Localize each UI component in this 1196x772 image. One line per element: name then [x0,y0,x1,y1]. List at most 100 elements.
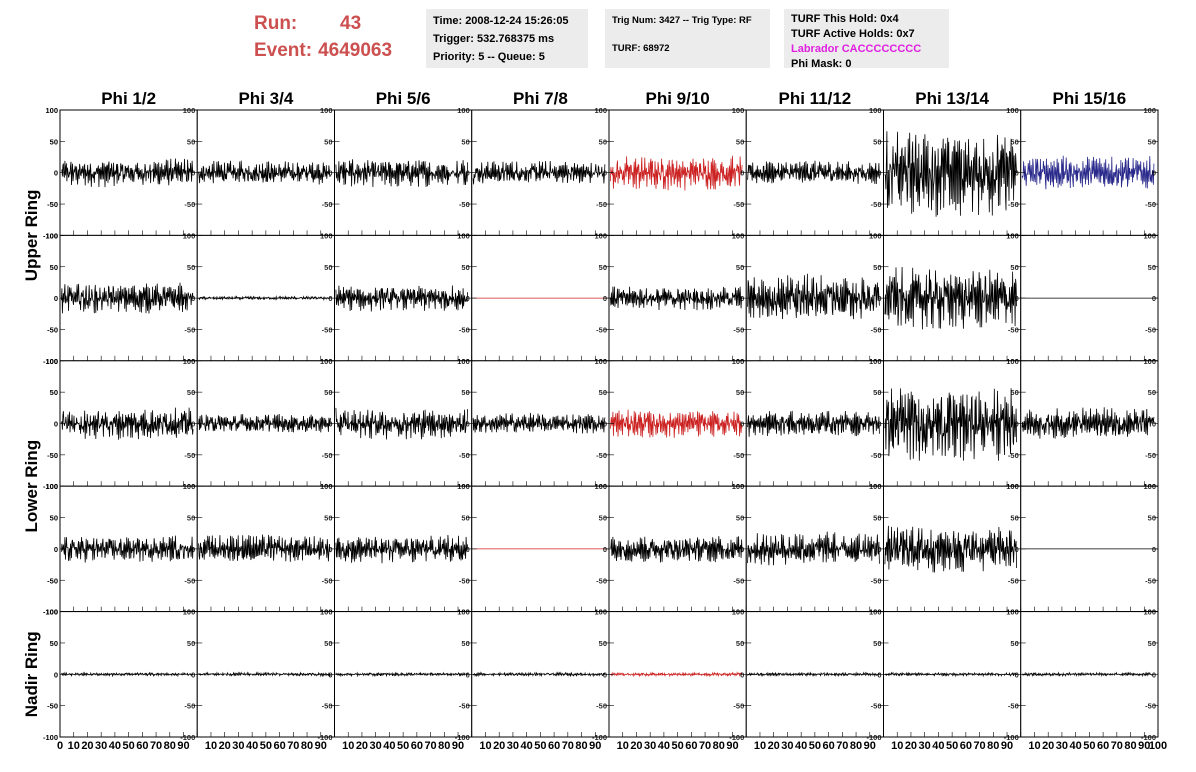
y-tick-label-right: 50 [873,137,881,146]
y-tick-label: -100 [43,608,58,617]
turf-hold-text: TURF This Hold: 0x4 [791,13,899,25]
turf-active-text: TURF Active Holds: 0x7 [791,28,915,40]
y-tick-label-right: 100 [1143,106,1156,115]
y-tick-label-right: -50 [322,200,333,209]
column-title: Phi 5/6 [376,89,431,108]
y-tick-label-right: 100 [183,482,196,491]
y-tick-label-right: 50 [1010,137,1018,146]
waveform-trace [472,160,606,185]
y-tick-label-right: 0 [191,169,195,178]
x-tick-label: 20 [356,740,368,752]
y-tick-label-right: -100 [1004,733,1019,742]
x-tick-label: 90 [315,740,327,752]
y-tick-label: 100 [45,482,58,491]
y-tick-label-right: 0 [603,670,607,679]
y-tick-label-right: 50 [736,263,744,272]
y-tick-label-right: 0 [466,670,470,679]
y-tick-label-right: 0 [740,670,744,679]
y-tick-label: 50 [50,514,58,523]
x-tick-label: 70 [1111,740,1123,752]
column-title: Phi 3/4 [238,89,293,108]
y-tick-label-right: 0 [466,420,470,429]
y-tick-label-right: -50 [871,576,882,585]
y-tick-label-right: 100 [732,106,745,115]
y-tick-label-right: -50 [733,200,744,209]
x-tick-label: 40 [109,740,121,752]
y-tick-label-right: 100 [869,482,882,491]
y-tick-label-right: 50 [873,263,881,272]
x-tick-label: 30 [95,740,107,752]
y-tick-label-right: -50 [459,576,470,585]
y-tick-label-right: -50 [184,702,195,711]
y-tick-label-right: 100 [1006,482,1019,491]
x-tick-label: 40 [795,740,807,752]
y-tick-label-right: 0 [328,420,332,429]
x-tick-label: 70 [150,740,162,752]
waveform-trace [747,410,880,437]
waveform-trace [610,536,743,563]
column-title: Phi 11/12 [778,89,851,108]
waveform-trace [884,131,1017,217]
x-tick-label: 60 [960,740,972,752]
x-tick-label: 80 [713,740,725,752]
waveform-trace [61,407,194,440]
x-tick-label: 40 [383,740,395,752]
x-tick-label: 40 [246,740,258,752]
waveform-trace [198,295,331,301]
x-tick-label: 10 [617,740,629,752]
waveform-trace [747,671,880,678]
y-tick-label-right: -50 [322,576,333,585]
y-tick-label-right: 50 [1010,639,1018,648]
labrador-text: Labrador CACCCCCCCC [791,43,922,55]
y-tick-label-right: 0 [1015,420,1019,429]
y-tick-label-right: 100 [1143,608,1156,617]
y-tick-label-right: -50 [184,325,195,334]
y-tick-label-right: 100 [869,608,882,617]
turf-text: TURF: 68972 [612,43,670,54]
y-tick-label-right: 50 [324,514,332,523]
x-tick-label: 100 [1149,740,1167,752]
y-tick-label-right: -50 [459,451,470,460]
x-tick-label: 90 [864,740,876,752]
waveform-trace [335,159,468,188]
waveform-trace [884,388,1017,461]
waveform-trace [610,286,743,311]
y-tick-label-right: -50 [596,200,607,209]
x-tick-label: 50 [260,740,272,752]
column-title: Phi 7/8 [513,89,568,108]
x-tick-label: 80 [438,740,450,752]
y-tick-label-right: -100 [1141,733,1156,742]
x-tick-label: 60 [548,740,560,752]
x-tick-label: 70 [562,740,574,752]
waveform-trace [610,155,743,191]
y-tick-label-right: -100 [729,733,744,742]
y-tick-label-right: 50 [1148,263,1156,272]
y-tick-label-right: 50 [736,388,744,397]
y-tick-label: 50 [50,137,58,146]
y-tick-label-right: 100 [1006,357,1019,366]
x-tick-label: 40 [521,740,533,752]
y-tick-label: -100 [43,482,58,491]
y-tick-label: -50 [47,325,58,334]
y-tick-label-right: 50 [599,388,607,397]
y-tick-label-right: 50 [1010,514,1018,523]
y-tick-label-right: 100 [183,231,196,240]
run-value: 43 [340,13,362,34]
x-tick-label: 60 [273,740,285,752]
y-tick-label: -50 [47,200,58,209]
x-tick-label: 80 [1124,740,1136,752]
column-title: Phi 13/14 [915,89,989,108]
y-tick-label-right: -50 [596,325,607,334]
y-tick-label-right: 100 [457,482,470,491]
waveform-trace [61,158,194,188]
y-tick-label-right: -50 [1008,200,1019,209]
y-tick-label-right: -50 [733,702,744,711]
y-tick-label-right: -50 [184,200,195,209]
y-tick-label-right: 100 [320,106,333,115]
row-group-title: Lower Ring [22,440,41,533]
y-tick-label-right: 0 [740,545,744,554]
waveform-trace [884,525,1017,573]
y-tick-label-right: -50 [1008,451,1019,460]
y-tick-label-right: -50 [1145,200,1156,209]
run-label: Run: [254,13,298,34]
